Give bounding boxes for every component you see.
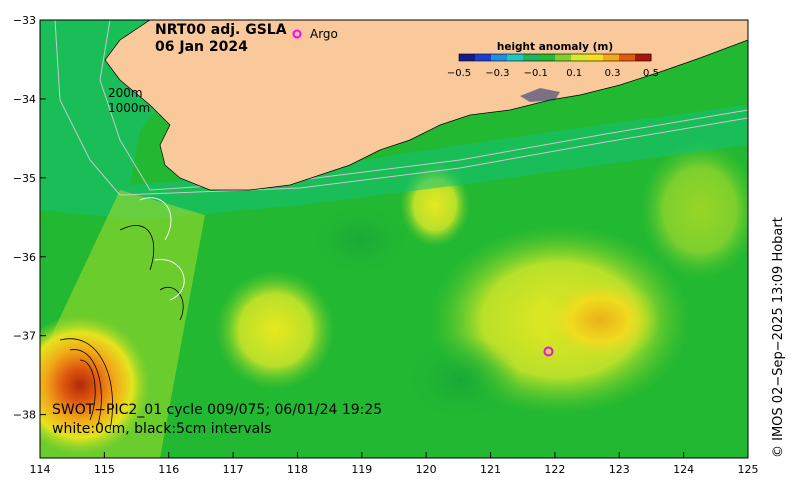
colorbar-swatches: [459, 54, 652, 61]
x-tick-label: 119: [351, 463, 372, 476]
anomaly-peak-east: [540, 275, 660, 365]
y-tick-label: −38: [13, 409, 36, 422]
x-tick-label: 124: [673, 463, 694, 476]
y-tick-label: −33: [13, 14, 36, 27]
colorbar-swatch: [635, 54, 652, 61]
anomaly-low-central: [305, 200, 415, 280]
colorbar: height anomaly (m) −0.5 −0.3 −0.1 0.1 0.3 0.5: [447, 41, 659, 79]
x-tick-label: 123: [609, 463, 630, 476]
credit-text: © IMOS 02−Sep−2025 13:09 Hobart: [771, 217, 786, 458]
land-australia: [104, 20, 748, 191]
colorbar-swatch: [475, 54, 492, 61]
swot-swath: [40, 190, 205, 458]
bathymetry-1000m: [54, 20, 748, 196]
y-tick-label: −34: [13, 93, 36, 106]
x-tick-label: 117: [223, 463, 244, 476]
colorbar-title: height anomaly (m): [497, 41, 613, 53]
y-tick-label: −35: [13, 172, 36, 185]
swot-caption-line1: SWOT−PIC2_01 cycle 009/075; 06/01/24 19:…: [52, 402, 382, 418]
swot-black-contours: [59, 225, 184, 431]
continental-shelf-band: [40, 20, 748, 220]
colorbar-tick-label: 0.5: [643, 68, 659, 79]
swot-white-contours: [139, 197, 185, 301]
colorbar-swatch: [459, 54, 476, 61]
x-tick-label: 122: [544, 463, 565, 476]
anomaly-high-far-east: [640, 140, 748, 280]
colorbar-tick-label: 0.1: [566, 68, 582, 79]
colorbar-tick-label: −0.3: [485, 68, 509, 79]
colorbar-tick-label: 0.3: [605, 68, 621, 79]
x-tick-label: 114: [30, 463, 51, 476]
colorbar-swatch: [555, 54, 572, 61]
anomaly-low-south: [400, 335, 520, 425]
x-tick-label: 125: [738, 463, 759, 476]
argo-legend-label: Argo: [310, 27, 338, 41]
y-tick-label: −37: [13, 330, 36, 343]
x-tick-label: 121: [480, 463, 501, 476]
map-title: NRT00 adj. GSLA: [155, 22, 287, 38]
argo-legend: Argo: [292, 27, 338, 41]
x-tick-label: 120: [416, 463, 437, 476]
colorbar-swatch: [491, 54, 508, 61]
colorbar-ticks: −0.5 −0.3 −0.1 0.1 0.3 0.5: [447, 68, 659, 79]
colorbar-swatch: [571, 54, 588, 61]
anomaly-high-west: [215, 270, 335, 390]
colorbar-swatch: [587, 54, 604, 61]
label-200m: 200m: [108, 86, 143, 100]
y-tick-label: −36: [13, 251, 36, 264]
argo-legend-marker: [292, 29, 302, 39]
plot-area: 200m 1000m SWOT−PIC2_01 cycle 009/075; 0…: [40, 20, 748, 458]
label-1000m: 1000m: [108, 101, 150, 115]
plot-frame: [39, 19, 749, 459]
x-tick-label: 118: [287, 463, 308, 476]
colorbar-swatch: [539, 54, 556, 61]
colorbar-frame: [458, 53, 652, 62]
swot-caption-line2: white:0cm, black:5cm intervals: [52, 421, 271, 437]
y-axis: −33 −34 −35 −36 −37 −38: [13, 14, 46, 422]
colorbar-swatch: [507, 54, 524, 61]
map-date: 06 Jan 2024: [155, 39, 248, 55]
colorbar-swatch: [523, 54, 540, 61]
argo-float-marker: [543, 346, 554, 357]
x-axis: 114 115 116 117 118 119 120 121 122 123 124 125: [30, 452, 759, 476]
colorbar-tick-label: −0.5: [447, 68, 471, 79]
colorbar-swatch: [619, 54, 636, 61]
colorbar-swatch: [603, 54, 620, 61]
x-tick-label: 115: [94, 463, 115, 476]
x-tick-label: 116: [158, 463, 179, 476]
colorbar-tick-label: −0.1: [524, 68, 548, 79]
coastal-low-patch: [520, 88, 560, 102]
